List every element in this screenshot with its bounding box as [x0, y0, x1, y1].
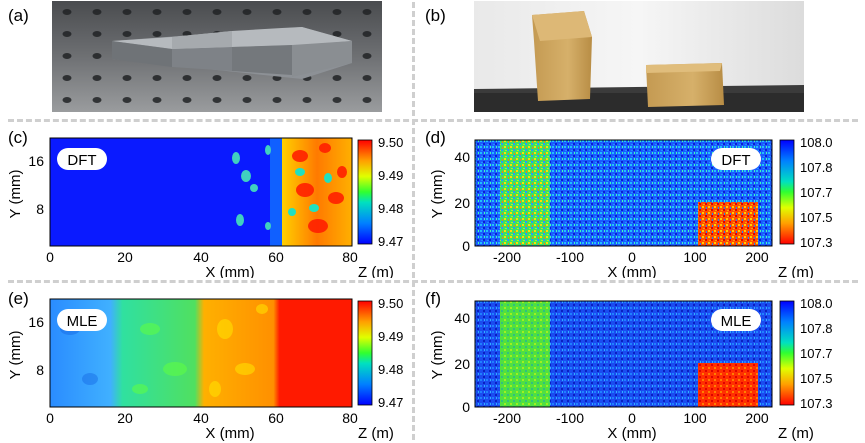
- y-axis-label-c: Y (mm): [7, 170, 24, 219]
- cbar-tick-c-2: 9.48: [378, 201, 403, 216]
- x-tick-c-20: 20: [117, 249, 133, 265]
- cbar-tick-d-3: 107.5: [800, 210, 833, 225]
- y-tick-d-20: 20: [454, 195, 470, 211]
- cbar-tick-f-2: 107.7: [800, 346, 833, 361]
- panel-a-tag: (a): [8, 6, 29, 25]
- x-tick-c-0: 0: [46, 249, 54, 265]
- mle-heatmap-f: MLE 40 20 0 Y (mm) -200 -100 0 100 200 X…: [429, 296, 833, 441]
- cbar-tick-e-1: 9.49: [378, 329, 403, 344]
- y-tick-e-16: 16: [28, 314, 44, 330]
- y-tick-e-8: 8: [36, 362, 44, 378]
- cbar-tick-e-0: 9.50: [378, 296, 403, 311]
- method-label-c: DFT: [67, 152, 96, 169]
- cbar-tick-d-2: 107.7: [800, 185, 833, 200]
- panel-d-tag: (d): [425, 128, 446, 147]
- row-divider-2: [8, 280, 858, 283]
- x-tick-d-neg200: -200: [493, 249, 521, 265]
- x-axis-label-e: X (mm): [205, 425, 254, 441]
- colorbar-f: [779, 300, 795, 406]
- y-tick-c-16: 16: [28, 153, 44, 169]
- panel-e-tag: (e): [8, 289, 29, 308]
- method-label-f: MLE: [721, 313, 752, 330]
- x-tick-e-0: 0: [46, 410, 54, 426]
- cbar-tick-c-3: 9.47: [378, 234, 403, 249]
- y-tick-d-0: 0: [462, 238, 470, 254]
- x-tick-c-60: 60: [268, 249, 284, 265]
- column-divider: [412, 2, 415, 440]
- x-tick-c-40: 40: [193, 249, 209, 265]
- x-axis-label-d: X (mm): [607, 264, 656, 278]
- x-tick-f-0: 0: [628, 410, 636, 426]
- y-tick-f-0: 0: [462, 399, 470, 415]
- cbar-tick-e-2: 9.48: [378, 362, 403, 377]
- method-label-d: DFT: [721, 152, 750, 169]
- panel-b-tag: (b): [425, 6, 446, 25]
- boxes-photo: [474, 1, 804, 112]
- x-axis-label-c: X (mm): [205, 264, 254, 278]
- y-tick-c-8: 8: [36, 201, 44, 217]
- colorbar-e: [357, 300, 373, 406]
- x-tick-d-100: 100: [683, 249, 707, 265]
- x-tick-d-neg100: -100: [556, 249, 584, 265]
- cbar-tick-f-4: 107.3: [800, 396, 833, 411]
- x-tick-e-80: 80: [342, 410, 358, 426]
- dft-heatmap-c: DFT 16 8 Y (mm) 0 20 40 60 80 X (mm) 9.5…: [7, 135, 403, 278]
- y-tick-f-20: 20: [454, 356, 470, 372]
- method-label-e: MLE: [67, 313, 98, 330]
- x-tick-e-40: 40: [193, 410, 209, 426]
- colorbar-label-d: Z (m): [778, 264, 814, 278]
- cbar-tick-c-0: 9.50: [378, 135, 403, 150]
- cbar-tick-e-3: 9.47: [378, 395, 403, 410]
- x-tick-d-200: 200: [745, 249, 769, 265]
- x-tick-e-20: 20: [117, 410, 133, 426]
- cbar-tick-d-0: 108.0: [800, 135, 833, 150]
- cbar-tick-f-0: 108.0: [800, 296, 833, 311]
- x-tick-e-60: 60: [268, 410, 284, 426]
- metal-step-block-photo: [52, 1, 382, 112]
- colorbar-label-f: Z (m): [778, 425, 814, 441]
- colorbar-c: [357, 139, 373, 245]
- colorbar-d: [779, 139, 795, 245]
- panel-f-tag: (f): [425, 289, 442, 308]
- cbar-tick-c-1: 9.49: [378, 168, 403, 183]
- dft-heatmap-d: DFT 40 20 0 Y (mm) -200 -100 0 100 200 X…: [429, 135, 833, 278]
- colorbar-label-e: Z (m): [358, 425, 394, 441]
- cbar-tick-f-3: 107.5: [800, 371, 833, 386]
- y-tick-f-40: 40: [454, 310, 470, 326]
- cbar-tick-d-4: 107.3: [800, 235, 833, 250]
- y-axis-label-d: Y (mm): [429, 170, 446, 219]
- mle-heatmap-e: MLE 16 8 Y (mm) 0 20 40 60 80 X (mm) 9.5…: [7, 296, 403, 441]
- panel-c-tag: (c): [8, 128, 28, 147]
- x-tick-f-neg100: -100: [556, 410, 584, 426]
- x-tick-d-0: 0: [628, 249, 636, 265]
- x-tick-f-neg200: -200: [493, 410, 521, 426]
- y-tick-d-40: 40: [454, 149, 470, 165]
- x-axis-label-f: X (mm): [607, 425, 656, 441]
- x-tick-f-100: 100: [683, 410, 707, 426]
- y-axis-label-f: Y (mm): [429, 331, 446, 380]
- y-axis-label-e: Y (mm): [7, 331, 24, 380]
- cbar-tick-f-1: 107.8: [800, 321, 833, 336]
- row-divider-1: [8, 119, 858, 122]
- x-tick-c-80: 80: [342, 249, 358, 265]
- cbar-tick-d-1: 107.8: [800, 160, 833, 175]
- colorbar-label-c: Z (m): [358, 264, 394, 278]
- x-tick-f-200: 200: [745, 410, 769, 426]
